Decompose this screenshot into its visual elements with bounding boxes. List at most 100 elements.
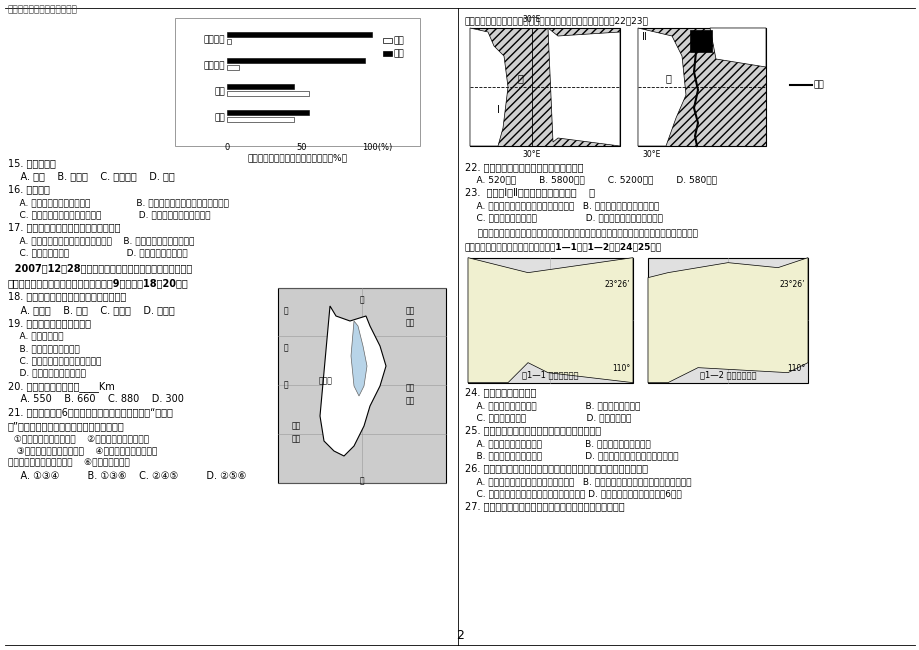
Polygon shape (468, 257, 632, 383)
Text: 19. 此时，下列说法正确的是: 19. 此时，下列说法正确的是 (8, 318, 91, 328)
Text: 淡水资源: 淡水资源 (203, 36, 225, 44)
Text: 甲: 甲 (516, 73, 522, 83)
Text: A. 520千米        B. 5800千米        C. 5200千米        D. 580千米: A. 520千米 B. 5800千米 C. 5200千米 D. 580千米 (464, 176, 716, 185)
Text: 16. 该国西部: 16. 该国西部 (8, 185, 50, 194)
Text: C. 农产品出口量大                    D. 交通运输以鐵路为主: C. 农产品出口量大 D. 交通运输以鐵路为主 (8, 248, 187, 257)
Text: 面积: 面积 (214, 114, 225, 122)
Text: 2007年12月28日，中国与马拉维共和国政府建立大使级外
交关系。读马拉维及周边国家政区图（图9），回筄18～20题：: 2007年12月28日，中国与马拉维共和国政府建立大使级外 交关系。读马拉维及周… (8, 264, 192, 289)
Text: 21. 泰国大米连的6年稳居世界销量第一，由此赢得“世界米: 21. 泰国大米连的6年稳居世界销量第一，由此赢得“世界米 (8, 408, 173, 417)
Text: 25. 科威特境内没有常年有水的河流，主要原因是: 25. 科威特境内没有常年有水的河流，主要原因是 (464, 426, 600, 436)
Text: 24. 与广州比较，科威特: 24. 与广州比较，科威特 (464, 387, 536, 398)
Bar (227, 58, 365, 63)
Text: A. 美国    B. 俄罗斯    C. 澳大利亚    D. 中国: A. 美国 B. 俄罗斯 C. 澳大利亚 D. 中国 (8, 172, 175, 181)
Text: A. 经过直布罗陀海峡，轮船逆风顺海流   B. 经过马六甲海峡时，浓云密布，雷电交加: A. 经过直布罗陀海峡，轮船逆风顺海流 B. 经过马六甲海峡时，浓云密布，雷电交… (464, 477, 691, 486)
Bar (227, 117, 294, 122)
Text: 23°26’: 23°26’ (604, 280, 630, 289)
Text: Ⅰ: Ⅰ (496, 105, 499, 115)
Text: 某国两大经济地带的基本资源指标（%）: 某国两大经济地带的基本资源指标（%） (247, 153, 347, 162)
Text: A. 矿产资源不能自给，需要大量进口    B. 轻重工业并重，都较发达: A. 矿产资源不能自给，需要大量进口 B. 轻重工业并重，都较发达 (8, 236, 194, 245)
Text: 15. 图示国家是: 15. 图示国家是 (8, 158, 56, 168)
Text: C. 到达广东时可能看到大面积的常绻硬叶林 D. 该航线起止点之间的时差约6小时: C. 到达广东时可能看到大面积的常绻硬叶林 D. 该航线起止点之间的时差约6小时 (464, 489, 681, 499)
Text: 布韦: 布韦 (291, 434, 301, 443)
Text: A. 火口湖    B. 泻湖    C. 构造湖    D. 冰川湖: A. 火口湖 B. 泻湖 C. 构造湖 D. 冰川湖 (8, 305, 175, 315)
Text: C. 地转偏向力更大                     D. 日出时间更早: C. 地转偏向力更大 D. 日出时间更早 (464, 413, 630, 423)
Text: C. 有世界上面积最大的淡水湖泊             D. 有世界上最深的淡水湖泊: C. 有世界上面积最大的淡水湖泊 D. 有世界上最深的淡水湖泊 (8, 210, 210, 219)
Text: ③热带季风气候，雨热同期    ④农业机械化水平高实行: ③热带季风气候，雨热同期 ④农业机械化水平高实行 (8, 447, 157, 456)
Text: 23.  对图中Ⅰ、Ⅱ所在国描述正确的是（    ）: 23. 对图中Ⅰ、Ⅱ所在国描述正确的是（ ） (464, 188, 595, 198)
Text: 100(%): 100(%) (361, 143, 391, 152)
Polygon shape (637, 28, 686, 146)
Polygon shape (709, 28, 766, 67)
Text: 26. 沿图规划线从科威特运石油到广东，沿途可能出现的地理现象是: 26. 沿图规划线从科威特运石油到广东，沿途可能出现的地理现象是 (464, 463, 647, 474)
Text: 坦桑: 坦桑 (405, 306, 414, 315)
Bar (227, 65, 239, 70)
Text: A. ①③④         B. ①③⑥    C. ②④⑤         D. ②⑤⑥: A. ①③④ B. ①③⑥ C. ②④⑤ D. ②⑤⑥ (8, 471, 246, 481)
Bar (227, 84, 294, 89)
Text: 图1—1 科威特示意图: 图1—1 科威特示意图 (521, 370, 578, 380)
Text: 30°E: 30°E (522, 150, 540, 159)
Bar (278, 288, 446, 483)
Bar (227, 91, 309, 96)
Text: A. 北京昼长夜短: A. 北京昼长夜短 (8, 332, 63, 341)
Text: A. 深层岩抜高，降水稀少               B. 工农业发达，用水量大: A. 深层岩抜高，降水稀少 B. 工农业发达，用水量大 (464, 439, 650, 448)
Text: 2: 2 (456, 629, 463, 642)
Text: 赞: 赞 (283, 306, 288, 315)
Polygon shape (470, 28, 507, 146)
Text: 科技力量: 科技力量 (203, 62, 225, 70)
Text: 23°26’: 23°26’ (778, 280, 804, 289)
Text: C. 两国都以黑种人为主                 D. 两国都位于世界重要航线上: C. 两国都以黑种人为主 D. 两国都位于世界重要航线上 (464, 213, 663, 222)
Text: ①平原面积广，土壤肖沃    ②日照充足，昼夜温差大: ①平原面积广，土壤肖沃 ②日照充足，昼夜温差大 (8, 434, 149, 443)
Text: 中国和科威特将在广东省建立一项炼油及石化项目。中国海外找油新路径（吸引产油国到中国
内地开设炼油厂）得以顺利推进。读图1—1和图1—2回筄24～25题。: 中国和科威特将在广东省建立一项炼油及石化项目。中国海外找油新路径（吸引产油国到中… (464, 229, 698, 252)
Bar (382, 51, 391, 56)
Text: 莫桑: 莫桑 (405, 383, 414, 392)
Text: 110°: 110° (786, 363, 804, 372)
Text: A. 正午太阳高度角更高                 B. 白昼变化速度更快: A. 正午太阳高度角更高 B. 白昼变化速度更快 (464, 401, 640, 410)
Text: Ⅱ: Ⅱ (641, 32, 646, 42)
Text: 50: 50 (297, 143, 307, 152)
Polygon shape (548, 28, 619, 146)
Bar (637, 28, 766, 146)
Text: 市场需求大，交通运输方便    ⑥农业劳动力充足: 市场需求大，交通运输方便 ⑥农业劳动力充足 (8, 459, 130, 468)
Text: B. 潘帕斯地区草木繁盛: B. 潘帕斯地区草木繁盛 (8, 344, 80, 353)
Polygon shape (320, 306, 386, 456)
Bar (227, 39, 232, 44)
Bar (382, 38, 391, 43)
Text: 下图是世界两个区域海陆分布简图（阴影代表海洋）。读图回筄22～23题: 下图是世界两个区域海陆分布简图（阴影代表海洋）。读图回筄22～23题 (464, 16, 648, 25)
Text: 北: 北 (359, 295, 364, 304)
Text: 津巴: 津巴 (291, 421, 301, 430)
Text: 仓”的桂冠。泰国水稺种植的优越区位条件是: 仓”的桂冠。泰国水稺种植的优越区位条件是 (8, 421, 125, 431)
Polygon shape (351, 321, 367, 396)
Text: 利隆圭: 利隆圭 (319, 376, 333, 385)
Text: 20. 马拉维湖南北距离约____Km: 20. 马拉维湖南北距离约____Km (8, 381, 115, 392)
Text: 30°E: 30°E (522, 15, 540, 24)
Bar (227, 110, 309, 115)
Bar (468, 257, 632, 383)
Bar (647, 257, 807, 383)
Text: 18. 东非大裂谷附近的马拉维湖的成因是：: 18. 东非大裂谷附近的马拉维湖的成因是： (8, 292, 126, 302)
Text: B. 国土面积小，径流量小               D. 受副热带高气压带控制，降水稀少: B. 国土面积小，径流量小 D. 受副热带高气压带控制，降水稀少 (464, 451, 678, 460)
Text: 图1—2 广东省示意图: 图1—2 广东省示意图 (699, 370, 755, 380)
Text: 乙: 乙 (664, 73, 670, 83)
Polygon shape (647, 257, 807, 383)
Text: 志度决定高度；规范铸就成功: 志度决定高度；规范铸就成功 (8, 5, 78, 14)
Bar (227, 32, 372, 37)
Text: 22. 据图中信息判断，甲、乙两地距离约为: 22. 据图中信息判断，甲、乙两地距离约为 (464, 162, 583, 172)
Text: A. 550    B. 660    C. 880    D. 300: A. 550 B. 660 C. 880 D. 300 (8, 394, 184, 404)
Text: 110°: 110° (611, 363, 630, 372)
Bar (689, 30, 711, 52)
Text: 亚: 亚 (283, 380, 288, 389)
Text: D. 正値北极考察最佳季节: D. 正値北极考察最佳季节 (8, 369, 85, 378)
Bar (470, 28, 619, 146)
Text: 0: 0 (224, 143, 230, 152)
Text: 17. 关于图示国家经济的叙述，正确的是: 17. 关于图示国家经济的叙述，正确的是 (8, 222, 120, 233)
Text: 东部: 东部 (393, 36, 404, 46)
Bar (175, 18, 420, 146)
Text: C. 墨累一达令盆地正开始剪羊毛: C. 墨累一达令盆地正开始剪羊毛 (8, 356, 101, 365)
Text: 南: 南 (359, 476, 364, 485)
Text: 比克: 比克 (405, 396, 414, 405)
Text: 比: 比 (283, 343, 288, 352)
Text: A. 两国的经济部门中都以第一产业为主   B. 两国都以热带沙漠气候为主: A. 两国的经济部门中都以第一产业为主 B. 两国都以热带沙漠气候为主 (464, 201, 659, 210)
Text: 西部: 西部 (393, 49, 404, 58)
Text: 30°E: 30°E (641, 150, 660, 159)
Text: 人口: 人口 (214, 88, 225, 96)
